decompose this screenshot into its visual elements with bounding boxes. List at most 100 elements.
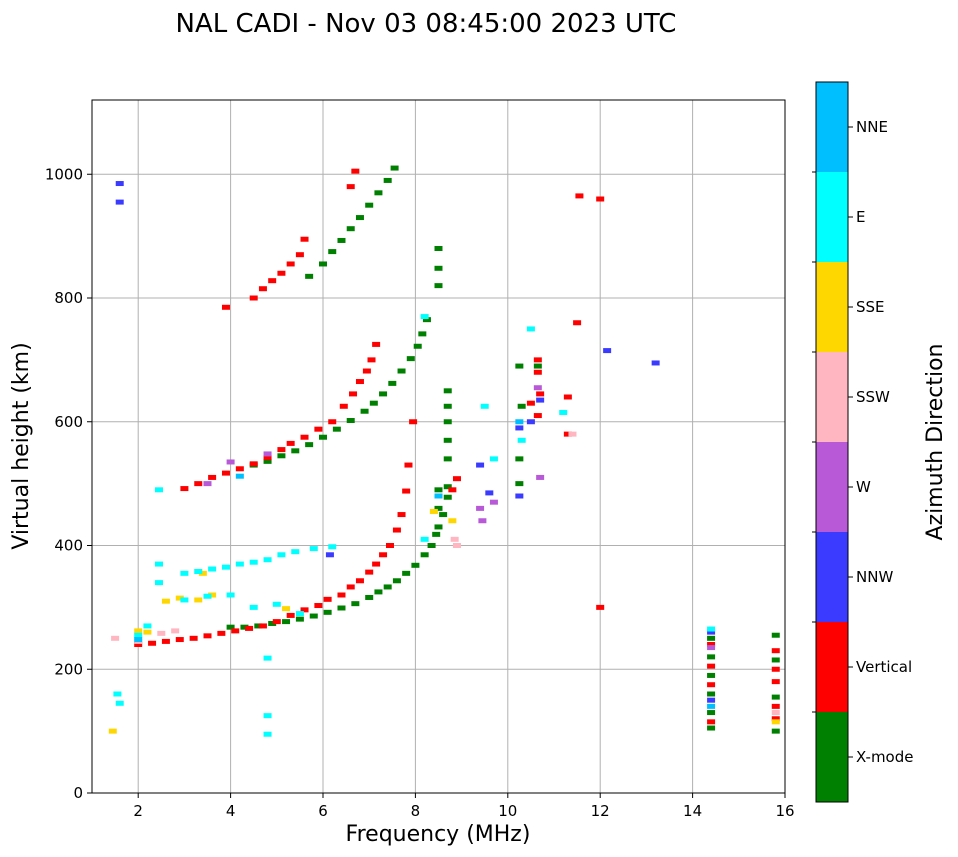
x-axis-label: Frequency (MHz) <box>346 822 531 847</box>
data-point <box>226 592 235 598</box>
data-point <box>452 543 461 548</box>
data-point <box>596 196 605 202</box>
data-point <box>323 609 332 615</box>
x-tick-label: 10 <box>498 802 517 820</box>
data-point <box>526 419 535 425</box>
colorbar-swatch <box>816 622 848 712</box>
grid-lines <box>92 100 786 794</box>
data-point <box>533 363 542 369</box>
data-point <box>111 635 120 641</box>
data-point <box>434 505 443 511</box>
data-point <box>328 419 337 425</box>
data-point <box>452 476 461 482</box>
data-point <box>203 633 212 639</box>
data-point <box>286 612 295 618</box>
data-point <box>235 466 244 472</box>
data-point <box>707 645 716 651</box>
data-point <box>409 419 418 425</box>
data-point <box>226 624 235 630</box>
data-point <box>517 403 526 409</box>
data-point <box>443 494 452 500</box>
data-point <box>351 601 360 607</box>
data-point <box>263 455 272 461</box>
data-point <box>367 357 376 363</box>
data-point <box>314 426 323 432</box>
data-point <box>517 437 526 443</box>
data-point <box>771 632 780 638</box>
data-point <box>385 543 394 548</box>
colorbar-tick-label: X-mode <box>856 748 913 766</box>
series-vertical <box>134 168 780 725</box>
x-tick-label: 12 <box>591 802 610 820</box>
data-point <box>392 578 401 584</box>
data-point <box>707 635 716 641</box>
colorbar-swatch <box>816 172 848 262</box>
data-point <box>221 470 230 476</box>
series-nne <box>134 419 716 709</box>
data-point <box>432 531 441 537</box>
data-point <box>203 593 212 599</box>
data-point <box>707 672 716 678</box>
data-point <box>575 193 584 199</box>
data-point <box>383 177 392 183</box>
data-point <box>249 461 258 467</box>
data-point <box>319 434 327 440</box>
data-point <box>235 473 244 479</box>
data-point <box>332 426 341 432</box>
data-point <box>245 625 254 631</box>
colorbar-swatch <box>816 82 848 172</box>
data-point <box>372 341 381 347</box>
x-tick-label: 6 <box>318 802 328 820</box>
data-point <box>420 314 429 320</box>
data-point <box>383 584 392 590</box>
y-tick-label: 600 <box>54 413 83 431</box>
data-point <box>771 679 780 685</box>
plot-frame <box>91 99 786 794</box>
data-point <box>221 564 230 570</box>
data-point <box>397 368 406 374</box>
data-point <box>427 543 436 548</box>
data-point <box>515 481 524 487</box>
data-point <box>346 226 355 232</box>
data-point <box>420 536 429 542</box>
x-tick-label: 4 <box>226 802 236 820</box>
data-point <box>180 597 189 603</box>
y-tick-label: 0 <box>73 784 83 802</box>
data-point <box>707 629 716 635</box>
colorbar-swatch <box>816 262 848 352</box>
series-x-mode <box>226 165 780 734</box>
data-point <box>286 261 295 267</box>
data-point <box>309 546 318 552</box>
y-tick-label: 400 <box>54 537 83 555</box>
data-point <box>771 666 780 672</box>
data-point <box>198 570 207 576</box>
data-point <box>282 619 291 625</box>
data-point <box>573 320 582 326</box>
data-point <box>351 168 360 174</box>
colorbar-label: Azimuth Direction <box>923 343 948 540</box>
colorbar-tick-label: Vertical <box>856 658 912 676</box>
data-point <box>448 487 457 493</box>
data-point <box>420 552 429 558</box>
data-point <box>448 518 457 524</box>
data-point <box>337 592 346 598</box>
data-point <box>526 326 535 332</box>
data-point <box>603 348 612 354</box>
data-point <box>300 607 309 613</box>
data-point <box>258 623 267 629</box>
data-point <box>533 385 542 391</box>
data-point <box>161 598 170 604</box>
data-point <box>134 637 143 643</box>
data-point <box>707 682 716 688</box>
data-point <box>189 635 198 641</box>
x-tick-label: 8 <box>411 802 421 820</box>
data-point <box>533 369 542 375</box>
data-point <box>194 568 203 574</box>
data-point <box>217 630 226 636</box>
data-point <box>263 451 272 457</box>
data-point <box>707 697 716 703</box>
data-point <box>208 592 217 598</box>
data-point <box>559 409 568 415</box>
data-point <box>148 640 157 646</box>
data-point <box>476 462 485 468</box>
